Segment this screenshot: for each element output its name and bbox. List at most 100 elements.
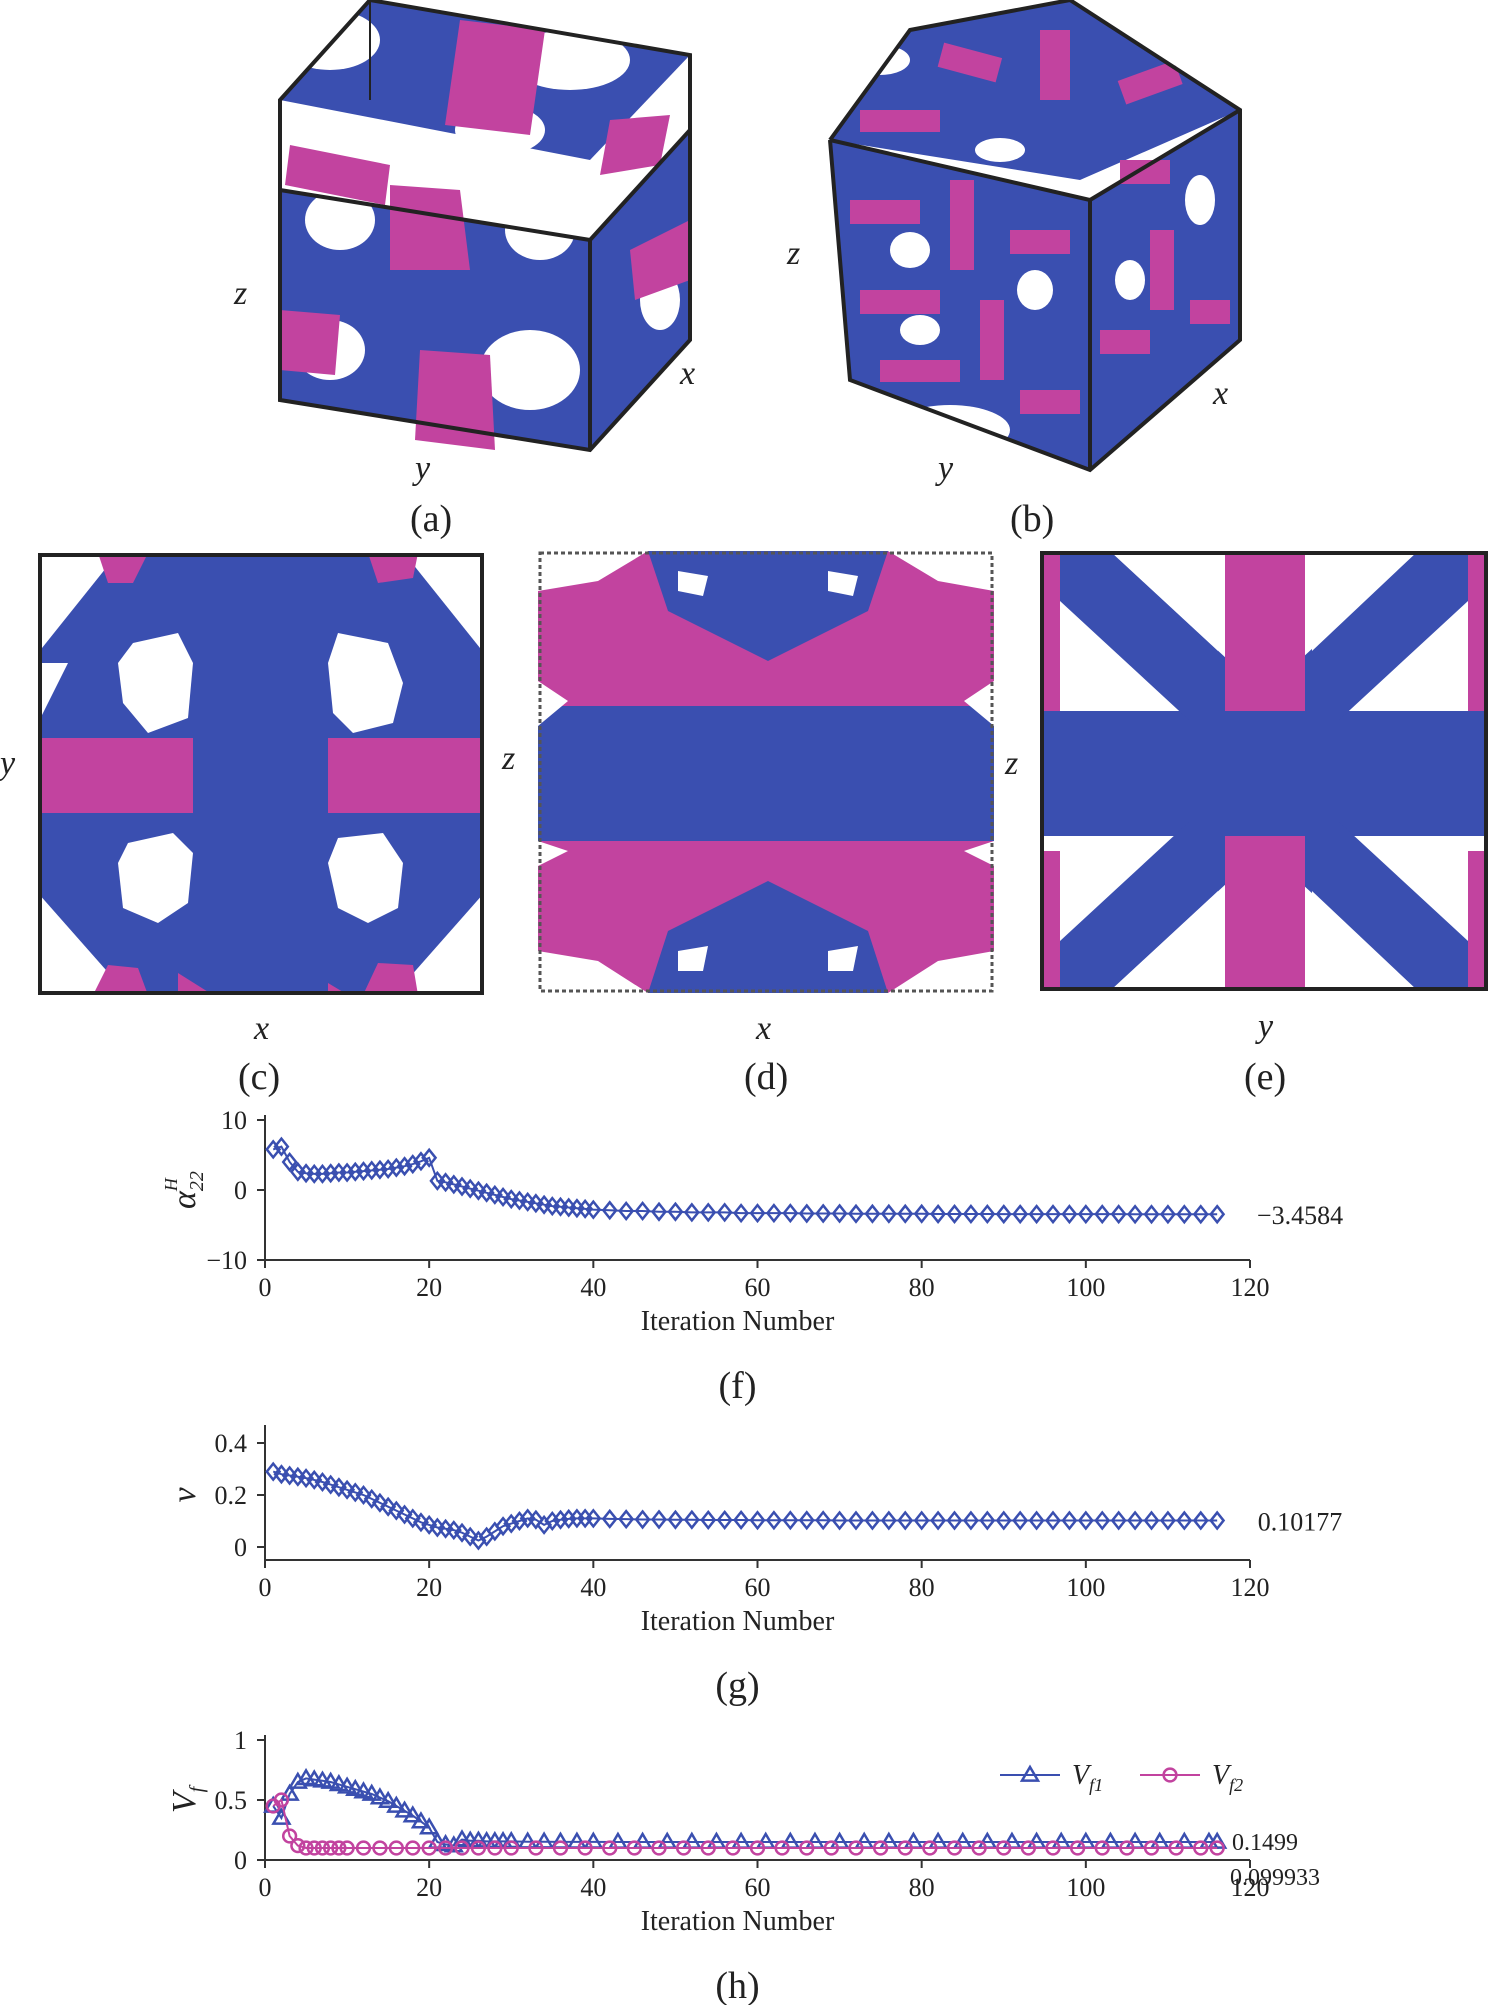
material2-region (280, 310, 340, 375)
data-point (372, 1840, 388, 1856)
data-point (287, 1771, 309, 1789)
chart-caption: (f) (719, 1365, 757, 1407)
data-point (977, 1831, 998, 1849)
data-point (1209, 1204, 1226, 1225)
data-point (495, 1516, 512, 1537)
data-point (528, 1840, 544, 1856)
data-point (864, 1203, 881, 1224)
data-point (971, 1840, 987, 1856)
data-point (946, 1840, 963, 1856)
data-point (848, 1840, 864, 1856)
panel-b-cube (828, 0, 1242, 473)
data-point (607, 1831, 629, 1849)
data-point (700, 1509, 717, 1530)
data-point (864, 1510, 881, 1531)
data-point (402, 1805, 423, 1823)
data-point (1061, 1510, 1078, 1531)
data-point (798, 1510, 815, 1531)
material2-region (38, 553, 484, 995)
data-point (995, 1510, 1012, 1531)
data-point (377, 1790, 399, 1809)
legend-marker (1019, 1764, 1041, 1782)
data-point (1124, 1831, 1146, 1849)
data-point (749, 1203, 766, 1224)
data-point (765, 1203, 782, 1224)
data-point (733, 1509, 750, 1530)
data-point (765, 1510, 782, 1531)
data-point (854, 1831, 875, 1849)
x-axis-label: Iteration Number (641, 1906, 835, 1937)
data-point (799, 1840, 815, 1856)
y-tick-label: 0 (234, 1533, 247, 1562)
data-point (913, 1203, 930, 1224)
final-value-label: 0.10177 (1258, 1508, 1343, 1537)
void-region (38, 553, 484, 995)
data-point (418, 1817, 440, 1835)
panel-a-axis-z: z (234, 275, 248, 312)
data-point (780, 1831, 801, 1849)
x-tick-label: 40 (580, 1573, 606, 1602)
data-point (725, 1840, 741, 1856)
data-point (815, 1203, 832, 1224)
data-point (1094, 1840, 1110, 1856)
data-point (347, 1482, 364, 1503)
data-point (281, 1151, 298, 1173)
data-point (1001, 1831, 1023, 1849)
data-point (804, 1831, 826, 1849)
data-point (1143, 1840, 1160, 1856)
data-point (503, 1513, 520, 1534)
material2-region (415, 350, 495, 450)
data-point (1143, 1510, 1160, 1531)
data-point (369, 1787, 391, 1805)
void-region (305, 190, 375, 250)
data-point (897, 1510, 914, 1531)
data-point (1143, 1204, 1160, 1225)
data-point (1192, 1204, 1209, 1225)
x-tick-label: 80 (909, 1873, 935, 1902)
x-tick-label: 40 (580, 1873, 606, 1902)
data-point (716, 1202, 733, 1223)
panel-e-axis-z: z (1005, 745, 1019, 782)
data-point (930, 1510, 947, 1531)
data-point (1075, 1831, 1097, 1849)
x-tick-label: 120 (1231, 1573, 1270, 1602)
data-point (716, 1509, 733, 1530)
series-line-Vf2 (272, 1798, 1218, 1850)
data-point (815, 1510, 832, 1531)
data-point (462, 1526, 479, 1547)
x-tick-label: 60 (745, 1873, 771, 1902)
panel-d-section (538, 551, 994, 993)
material2-region (445, 20, 545, 135)
data-point (995, 1204, 1012, 1225)
data-point (339, 1840, 355, 1856)
data-point (1110, 1510, 1127, 1531)
data-point (626, 1840, 643, 1856)
panel-d-axis-z: z (502, 740, 516, 777)
data-point (927, 1831, 949, 1849)
data-point (878, 1831, 900, 1849)
final-value-label: 0.099933 (1230, 1865, 1320, 1891)
data-point (798, 1203, 815, 1224)
panel-a-axis-y: y (415, 450, 431, 487)
data-point (388, 1500, 405, 1521)
data-point (903, 1831, 924, 1849)
data-point (1159, 1204, 1176, 1225)
void-region (480, 330, 580, 410)
data-point (1012, 1204, 1029, 1225)
final-value-label: −3.4584 (1257, 1201, 1343, 1230)
data-point (1176, 1510, 1193, 1531)
data-point (396, 1504, 413, 1525)
data-point (730, 1831, 752, 1849)
x-tick-label: 100 (1066, 1873, 1105, 1902)
x-tick-label: 20 (416, 1573, 442, 1602)
data-point (700, 1840, 716, 1856)
data-point (517, 1831, 538, 1849)
data-point (1110, 1204, 1127, 1225)
data-point (1061, 1204, 1078, 1225)
legend-label-sub: f2 (1229, 1775, 1243, 1795)
data-point (651, 1840, 667, 1856)
x-tick-label: 120 (1231, 1873, 1270, 1902)
data-point (650, 1201, 668, 1222)
data-point (681, 1831, 703, 1849)
data-point (829, 1831, 850, 1849)
